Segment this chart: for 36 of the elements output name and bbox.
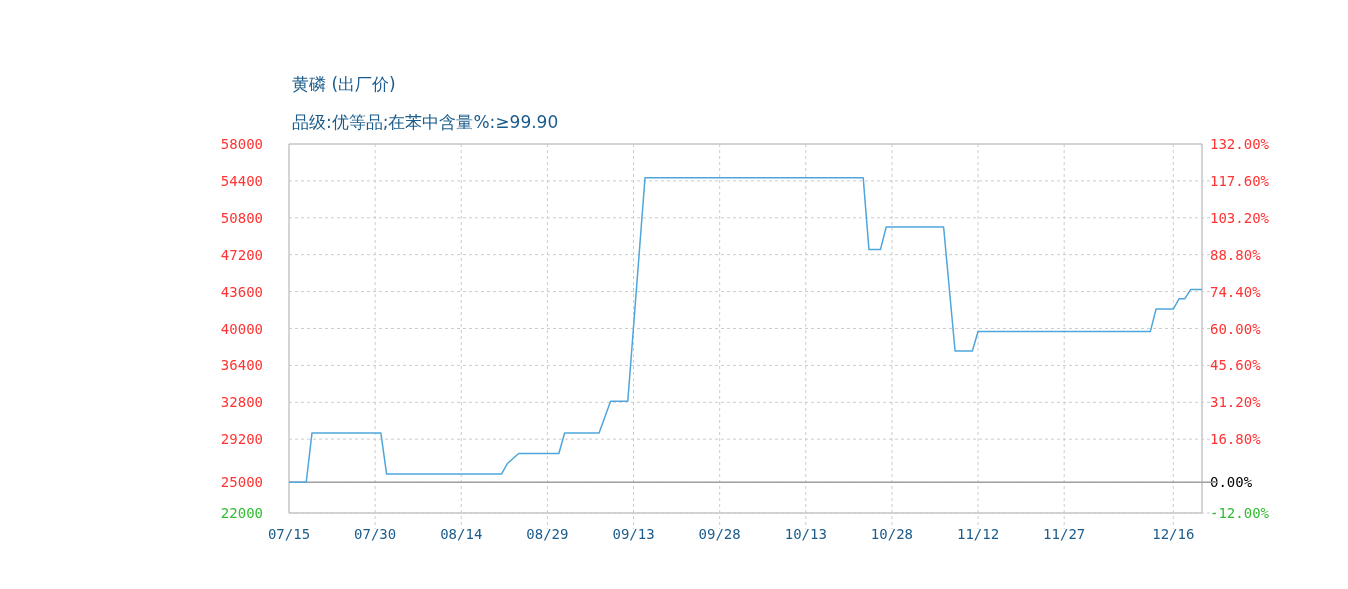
y2-tick-label: 60.00% xyxy=(1210,320,1262,337)
y-tick-label: 32800 xyxy=(220,394,263,411)
x-tick-label: 07/30 xyxy=(354,526,397,542)
y-tick-label: 36400 xyxy=(220,357,263,374)
y2-tick-label: 132.00% xyxy=(1210,136,1270,152)
y2-tick-label: 103.20% xyxy=(1210,209,1270,226)
chart-subtitle: 品级:优等品;在苯中含量%:≥99.90 xyxy=(292,111,559,132)
x-tick-label: 10/28 xyxy=(870,526,913,542)
y2-tick-label: 16.80% xyxy=(1210,431,1262,448)
x-tick-label: 12/16 xyxy=(1152,526,1195,542)
y-tick-label: 50800 xyxy=(220,209,263,226)
x-tick-label: 09/28 xyxy=(698,526,741,542)
x-tick-label: 08/14 xyxy=(440,526,483,542)
y2-tick-label: 117.60% xyxy=(1210,172,1270,189)
chart-title: 黄磷 (出厂价) xyxy=(292,73,396,94)
y2-tick-label: 45.60% xyxy=(1210,357,1262,374)
y-tick-label: 43600 xyxy=(220,283,263,300)
y-tick-label: 25000 xyxy=(220,474,263,491)
y2-tick-label: 88.80% xyxy=(1210,246,1262,263)
y-tick-label: 40000 xyxy=(220,320,263,337)
y2-tick-label: -12.00% xyxy=(1210,505,1270,521)
x-tick-label: 09/13 xyxy=(612,526,655,542)
x-tick-label: 11/27 xyxy=(1043,526,1086,542)
x-tick-label: 11/12 xyxy=(956,526,1000,542)
y-tick-label: 54400 xyxy=(220,172,263,189)
y-tick-label: 22000 xyxy=(220,505,263,521)
x-tick-label: 10/13 xyxy=(784,526,827,542)
x-tick-label: 08/29 xyxy=(526,526,569,542)
y2-tick-label: 0.00% xyxy=(1210,474,1253,491)
line-series xyxy=(288,177,1203,483)
y-tick-label: 47200 xyxy=(220,246,263,263)
y2-tick-label: 74.40% xyxy=(1210,283,1262,300)
x-tick-label: 07/15 xyxy=(267,526,311,542)
y-tick-label: 29200 xyxy=(220,431,263,448)
y2-tick-label: 31.20% xyxy=(1210,394,1262,411)
y-tick-label: 58000 xyxy=(220,136,263,152)
